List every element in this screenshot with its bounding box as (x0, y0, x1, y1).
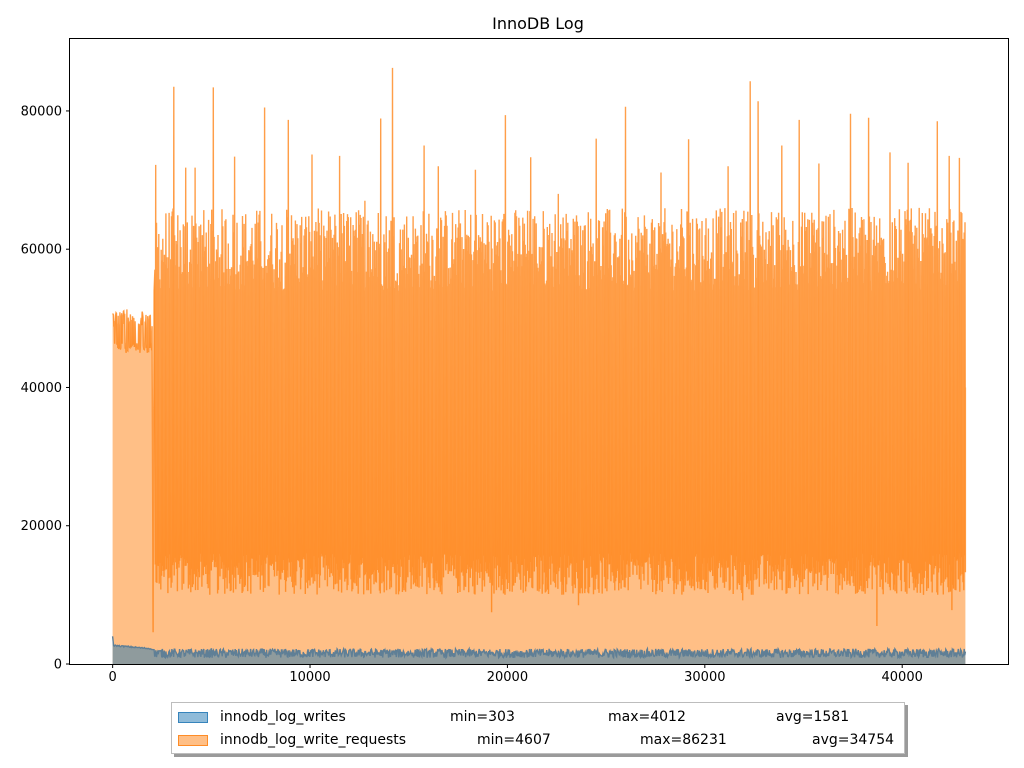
y-tick-label: 40000 (21, 381, 62, 396)
series-area-log-writes (112, 636, 966, 664)
series-line-log-writes (111, 636, 967, 660)
legend-max-log-write-requests: max=86231 (640, 732, 727, 748)
y-axis: 0 20000 40000 60000 80000 (21, 104, 70, 673)
legend-swatch-log-writes (178, 712, 208, 723)
x-tick-label: 40000 (882, 670, 923, 685)
chart-title: InnoDB Log (492, 14, 584, 33)
legend-label-log-writes: innodb_log_writes (220, 709, 346, 725)
legend-min-log-writes: min=303 (450, 709, 515, 725)
legend-label-log-write-requests: innodb_log_write_requests (220, 732, 407, 748)
x-tick-label: 10000 (289, 670, 330, 685)
legend-max-log-writes: max=4012 (608, 709, 686, 725)
y-tick-label: 80000 (21, 104, 62, 119)
x-tick-label: 30000 (684, 670, 725, 685)
x-tick-label: 0 (108, 670, 116, 685)
legend-avg-log-writes: avg=1581 (776, 709, 850, 725)
plot-frame (69, 38, 1009, 665)
legend-entry-log-write-requests: innodb_log_write_requests min=4607 max=8… (178, 730, 898, 750)
legend-min-log-write-requests: min=4607 (477, 732, 551, 748)
y-tick-label: 60000 (21, 243, 62, 258)
series-line-log-write-requests (112, 67, 967, 633)
plot-area (111, 67, 967, 664)
legend-swatch-log-write-requests (178, 735, 208, 746)
legend-avg-log-write-requests: avg=34754 (812, 732, 895, 748)
legend: innodb_log_writes min=303 max=4012 avg=1… (171, 702, 905, 754)
legend-entry-log-writes: innodb_log_writes min=303 max=4012 avg=1… (178, 707, 898, 727)
series-area-log-write-requests (112, 67, 966, 664)
x-tick-label: 20000 (487, 670, 528, 685)
x-axis: 0 10000 20000 30000 40000 (108, 664, 923, 685)
y-tick-label: 0 (54, 658, 62, 673)
y-tick-label: 20000 (21, 519, 62, 534)
